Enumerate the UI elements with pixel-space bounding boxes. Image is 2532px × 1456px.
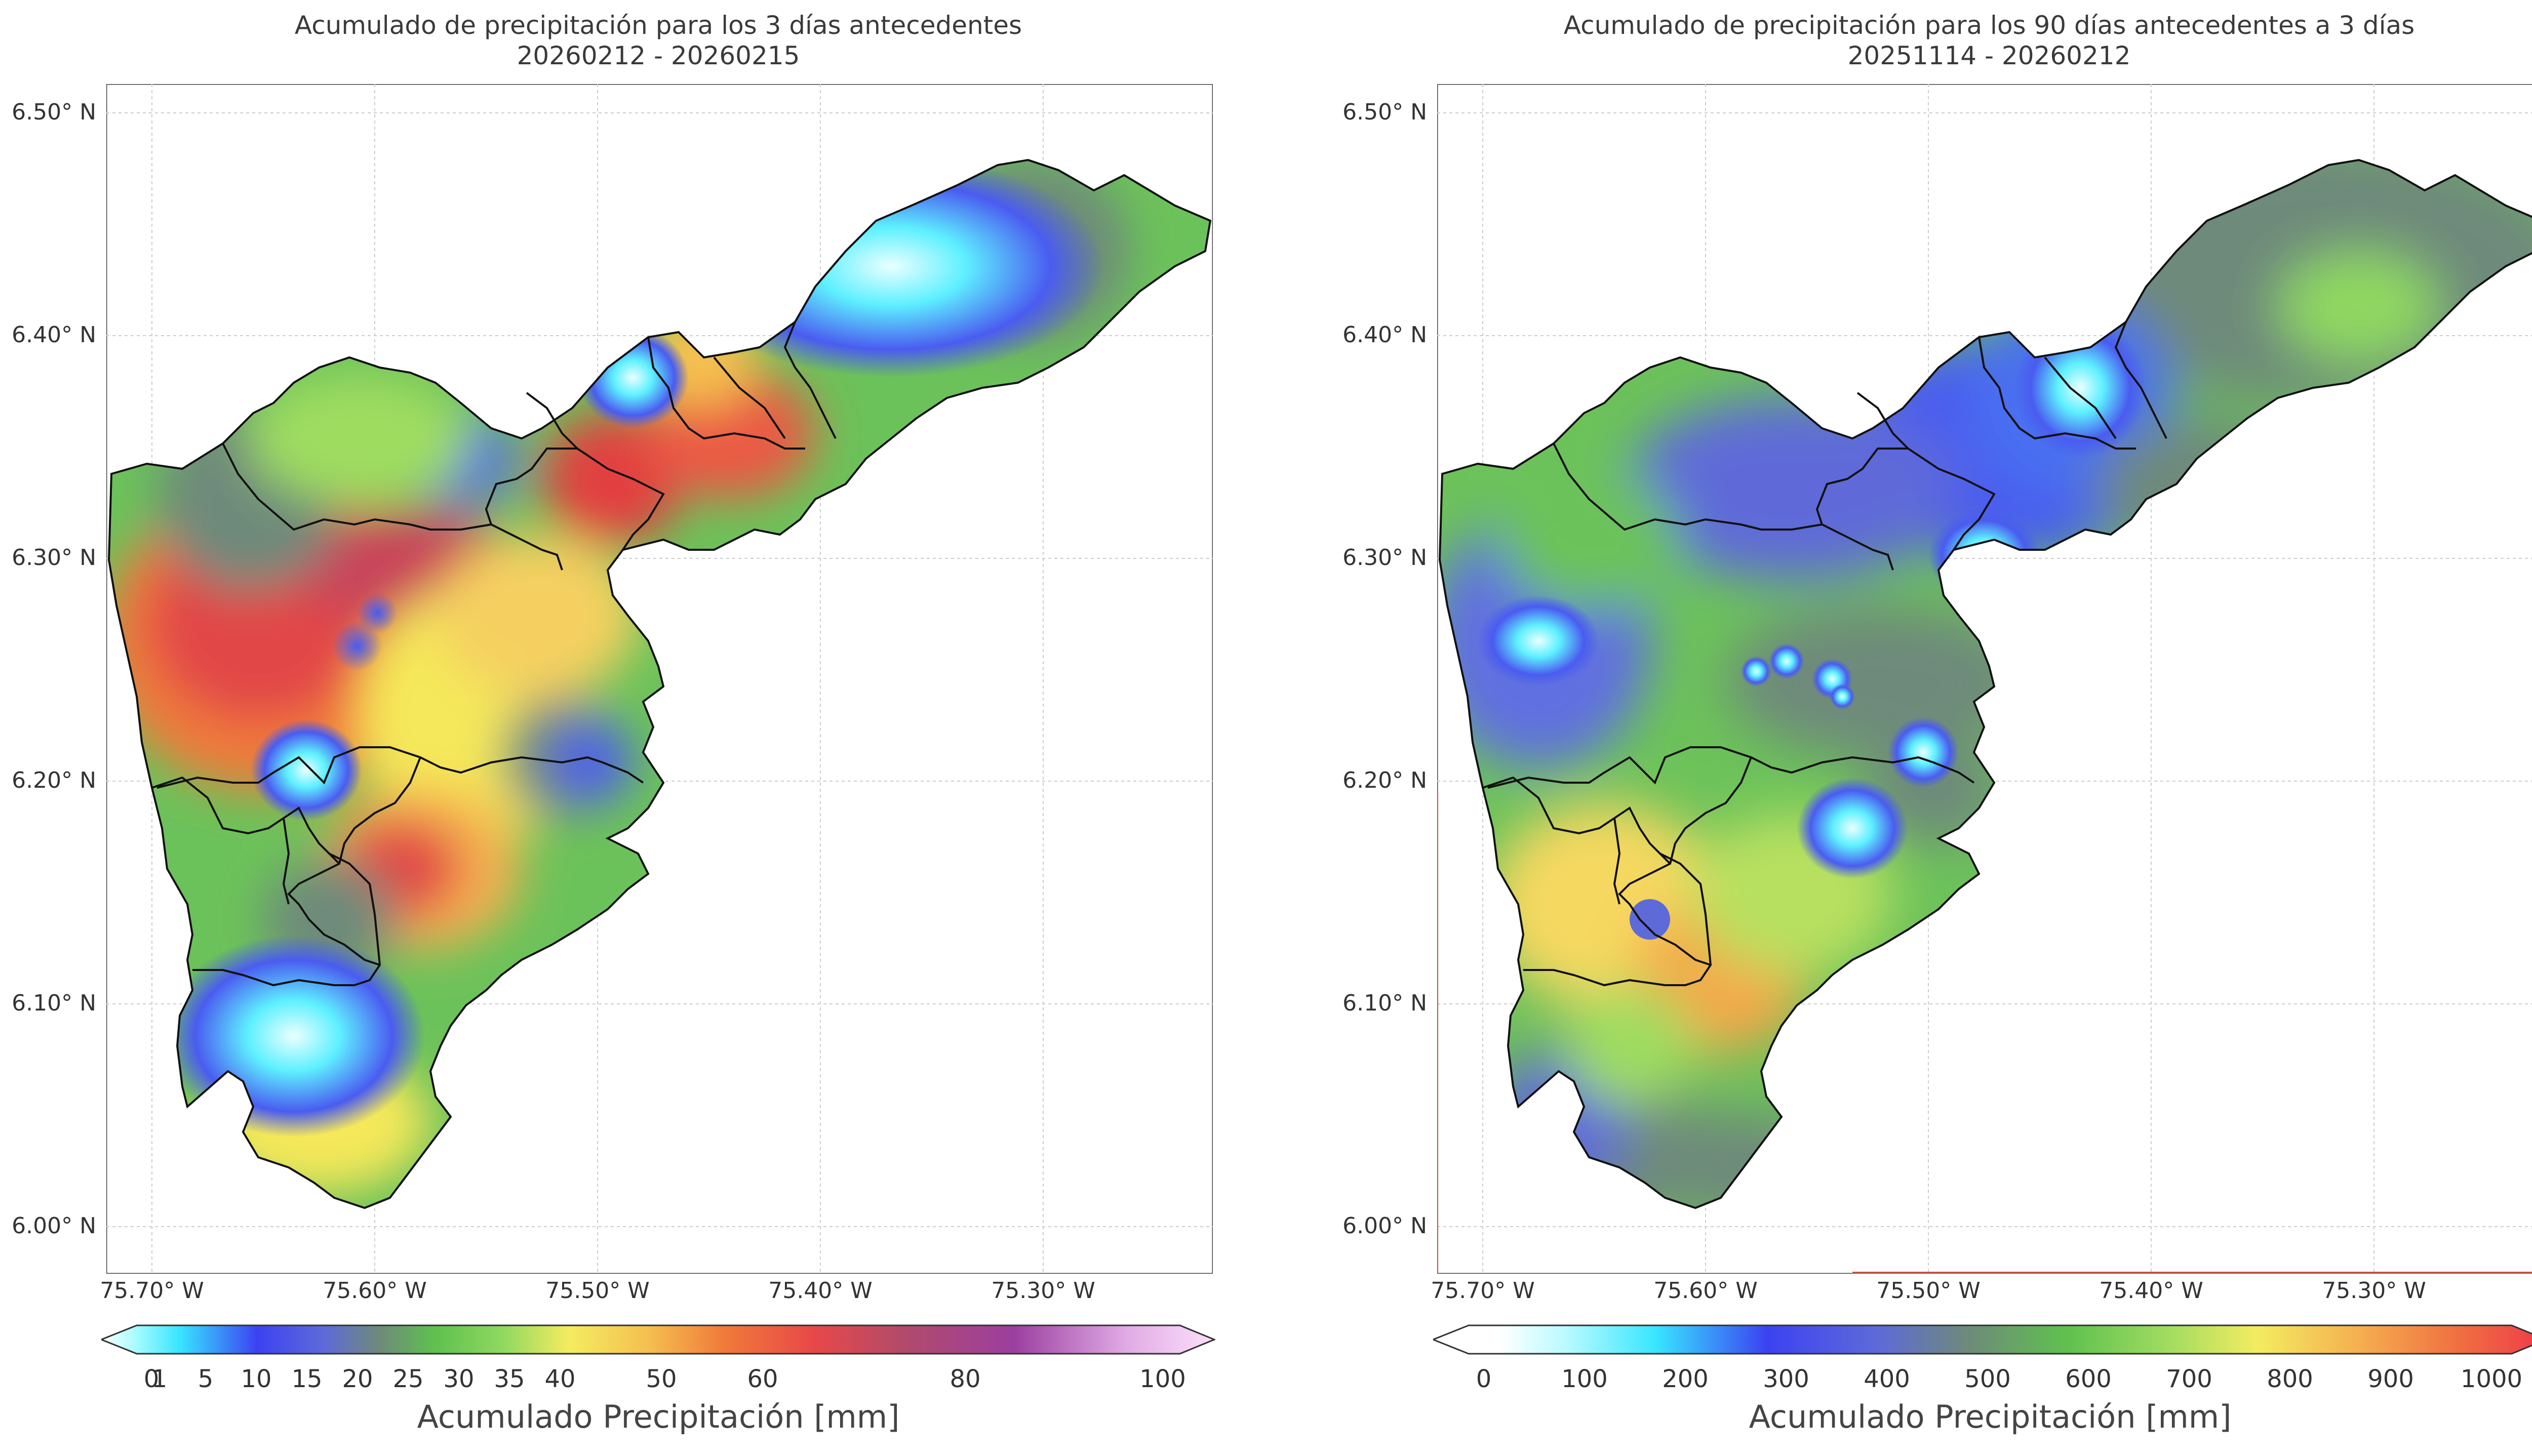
- panel2-basin-boundaries: [1439, 159, 2532, 1209]
- panel1-cb-tick: 5: [197, 1365, 214, 1393]
- panel1-cb-tick: 100: [1139, 1365, 1186, 1393]
- panel2-map: [1437, 84, 2532, 1274]
- panel1-cb-tick: 25: [392, 1365, 424, 1393]
- panel1-basin-boundaries: [108, 159, 1211, 1209]
- panel2-cb-tick: 0: [1476, 1365, 1492, 1393]
- panel2-cb-tick: 500: [1964, 1365, 2011, 1393]
- panel1-colorbar: [101, 1324, 1215, 1355]
- panel1-cb-tick: 20: [342, 1365, 373, 1393]
- panel2-colorbar-label: Acumulado Precipitación [mm]: [1749, 1398, 2232, 1435]
- panel2-colorbar: [1433, 1324, 2532, 1355]
- panel2-title: Acumulado de precipitación para los 90 d…: [1563, 11, 2415, 40]
- panel1-lon-label: 75.40° W: [768, 1278, 873, 1304]
- panel1-lon-label: 75.30° W: [991, 1278, 1095, 1304]
- panel1-cb-tick: 60: [747, 1365, 778, 1393]
- panel2-cb-tick: 1000: [2460, 1365, 2523, 1393]
- panel1-cb-tick: 0: [143, 1365, 160, 1393]
- panel2-cb-tick: 400: [1864, 1365, 1910, 1393]
- panel1-cb-tick: 1: [151, 1365, 168, 1393]
- panel1-colorbar-label: Acumulado Precipitación [mm]: [417, 1398, 900, 1435]
- panel1-subtitle: 20260212 - 20260215: [517, 41, 800, 70]
- panel1-cb-tick: 50: [646, 1365, 677, 1393]
- panel2-cb-tick: 800: [2267, 1365, 2313, 1393]
- panel1-cb-tick: 40: [544, 1365, 576, 1393]
- panel1-cb-tick: 10: [241, 1365, 272, 1393]
- panel2-frame-accent: [1437, 793, 2532, 1274]
- panel1-cb-tick: 35: [494, 1365, 525, 1393]
- panel1-lon-label: 75.70° W: [100, 1278, 204, 1304]
- panel2-lat-label: 6.00° N: [1342, 1213, 1427, 1239]
- panel1-lat-label: 6.40° N: [12, 322, 96, 348]
- panel2-cb-tick: 600: [2065, 1365, 2112, 1393]
- panel1-lon-label: 75.60° W: [323, 1278, 427, 1304]
- panel1-lat-label: 6.20° N: [12, 767, 96, 793]
- panel1-title: Acumulado de precipitación para los 3 dí…: [294, 11, 1022, 40]
- panel2-cb-tick: 200: [1662, 1365, 1709, 1393]
- panel2-lat-label: 6.10° N: [1342, 990, 1427, 1016]
- panel2-lat-label: 6.20° N: [1342, 767, 1427, 793]
- panel2-cb-tick: 700: [2166, 1365, 2212, 1393]
- panel2-lat-label: 6.30° N: [1342, 545, 1427, 571]
- panel1-map: [106, 84, 1213, 1274]
- panel2-lat-label: 6.40° N: [1342, 322, 1427, 348]
- panel1-cb-tick: 30: [443, 1365, 474, 1393]
- panel1-cb-tick: 80: [949, 1365, 981, 1393]
- panel1-lat-label: 6.50° N: [12, 99, 96, 125]
- panel2-cb-tick: 100: [1561, 1365, 1608, 1393]
- panel2-lon-label: 75.50° W: [1876, 1278, 1981, 1304]
- panel2-cb-tick: 300: [1763, 1365, 1809, 1393]
- panel1-cb-tick: 15: [291, 1365, 323, 1393]
- panel2-lon-label: 75.30° W: [2322, 1278, 2426, 1304]
- panel2-subtitle: 20251114 - 20260212: [1847, 41, 2131, 70]
- panel1-lat-label: 6.30° N: [12, 545, 96, 571]
- panel1-lat-label: 6.00° N: [12, 1213, 96, 1239]
- panel2-lon-label: 75.60° W: [1653, 1278, 1758, 1304]
- panel1-lon-label: 75.50° W: [545, 1278, 650, 1304]
- panel1-lat-label: 6.10° N: [12, 990, 96, 1016]
- panel2-lon-label: 75.70° W: [1431, 1278, 1535, 1304]
- panel2-lat-label: 6.50° N: [1342, 99, 1427, 125]
- panel2-cb-tick: 900: [2367, 1365, 2414, 1393]
- panel2-lon-label: 75.40° W: [2099, 1278, 2203, 1304]
